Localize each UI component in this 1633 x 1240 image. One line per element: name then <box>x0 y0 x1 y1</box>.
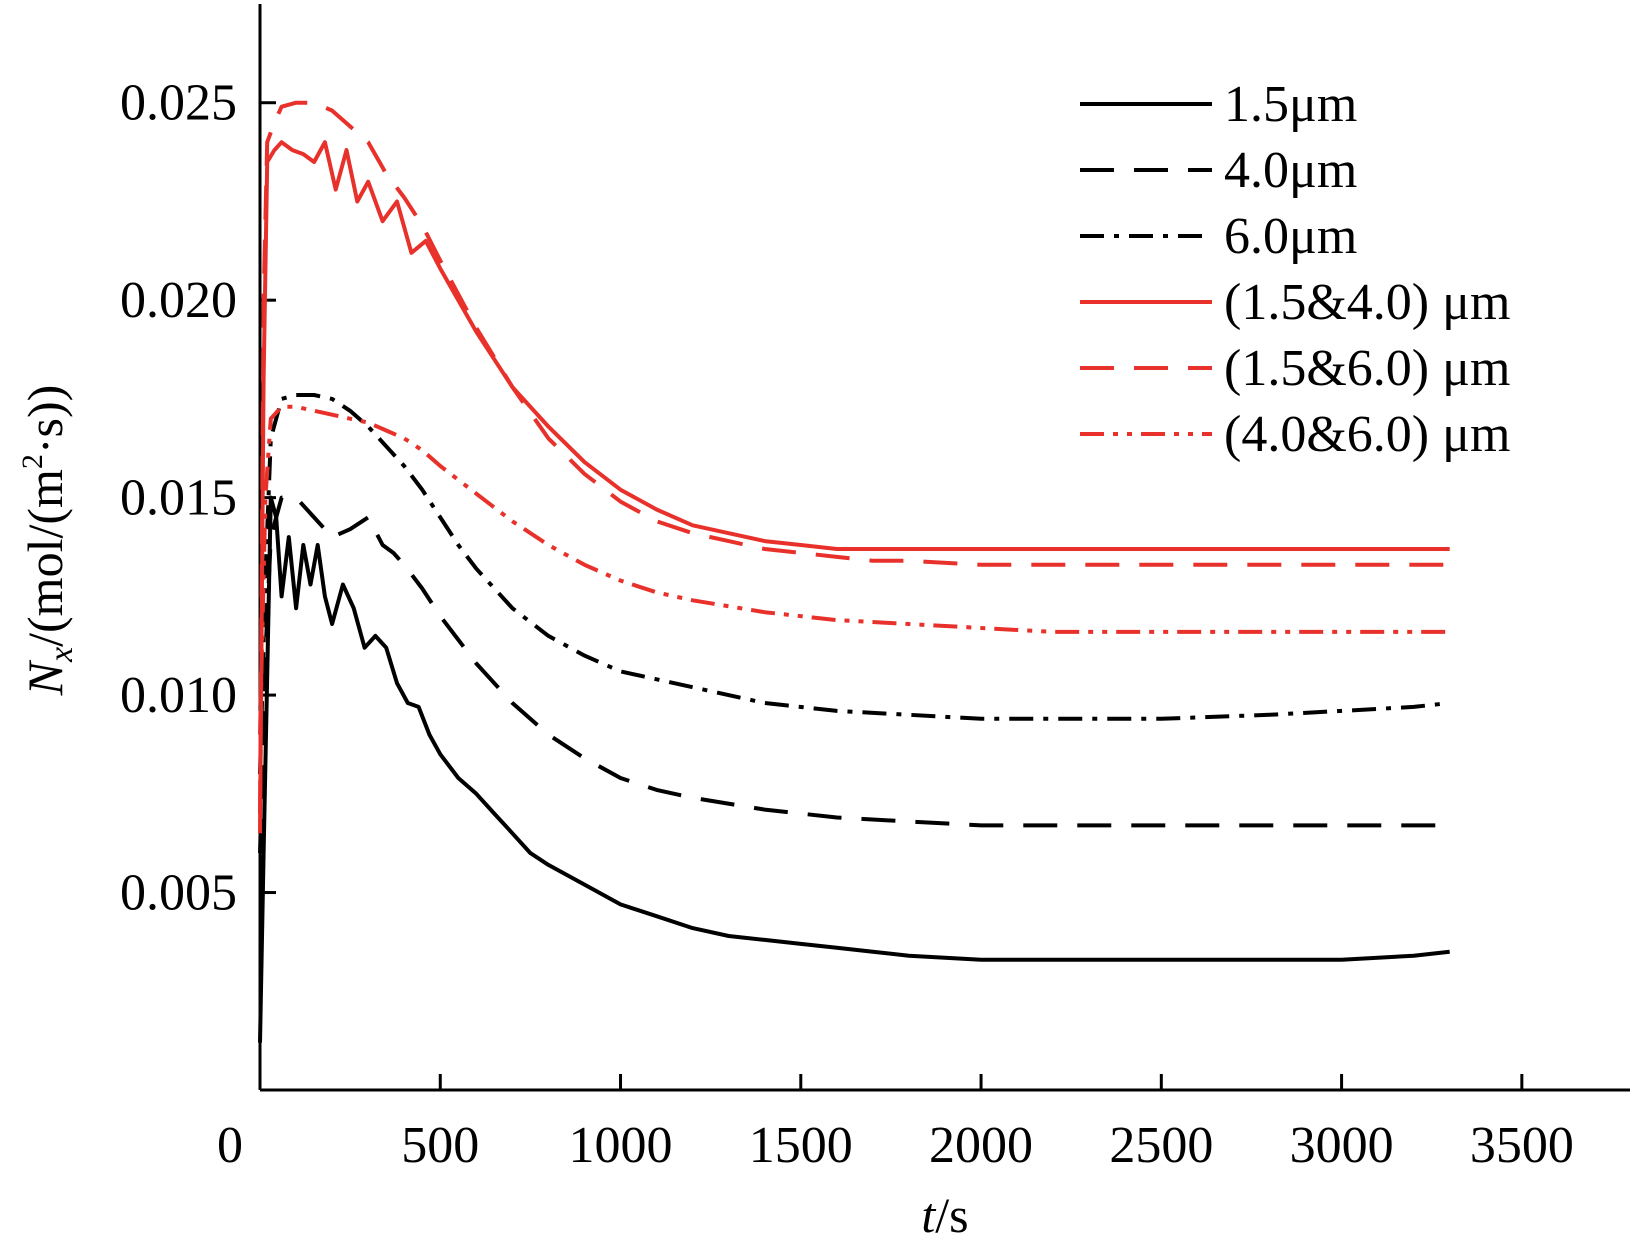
legend: 1.5μm 4.0μm 6.0μm (1.5&4.0) μm (1.5&6.0) μm (… <box>1080 76 1510 463</box>
y-tick-label: 0.025 <box>120 75 237 132</box>
x-axis-title: t/s <box>921 1187 968 1240</box>
legend-label-2: 4.0μm <box>1224 142 1357 199</box>
legend-label-1: 1.5μm <box>1224 76 1357 133</box>
series-line-6 <box>258 404 1450 735</box>
legend-label-4: (1.5&4.0) μm <box>1224 274 1510 331</box>
x-tick-label: 1000 <box>569 1117 673 1174</box>
legend-label-6: (4.0&6.0) μm <box>1224 406 1510 463</box>
series-line-4 <box>258 140 1450 834</box>
x-tick-label: 0 <box>217 1117 243 1174</box>
y-tick-label: 0.005 <box>120 865 237 922</box>
y-tick-label: 0.015 <box>120 470 237 527</box>
x-tick-label: 2000 <box>929 1117 1033 1174</box>
y-tick-label: 0.010 <box>120 667 237 724</box>
axis-ticks: 0 500 1000 1500 2000 2500 3000 3500 0.005 0.010 0.… <box>120 75 1574 1174</box>
series-line-1 <box>258 495 1450 1043</box>
x-tick-label: 3000 <box>1290 1117 1394 1174</box>
series-line-3 <box>258 393 1450 775</box>
x-tick-label: 500 <box>401 1117 479 1174</box>
series-line-5 <box>258 100 1450 814</box>
series-line-2 <box>258 495 1450 854</box>
y-axis-title: Nx/(mol/(m2·s)) <box>16 385 80 697</box>
plot-frame <box>258 4 1630 1092</box>
x-tick-label: 1500 <box>749 1117 853 1174</box>
series-layer <box>258 100 1450 1043</box>
legend-label-5: (1.5&6.0) μm <box>1224 340 1510 397</box>
x-tick-label: 2500 <box>1109 1117 1213 1174</box>
legend-label-3: 6.0μm <box>1224 208 1357 265</box>
y-tick-label: 0.020 <box>120 272 237 329</box>
x-tick-label: 3500 <box>1470 1117 1574 1174</box>
